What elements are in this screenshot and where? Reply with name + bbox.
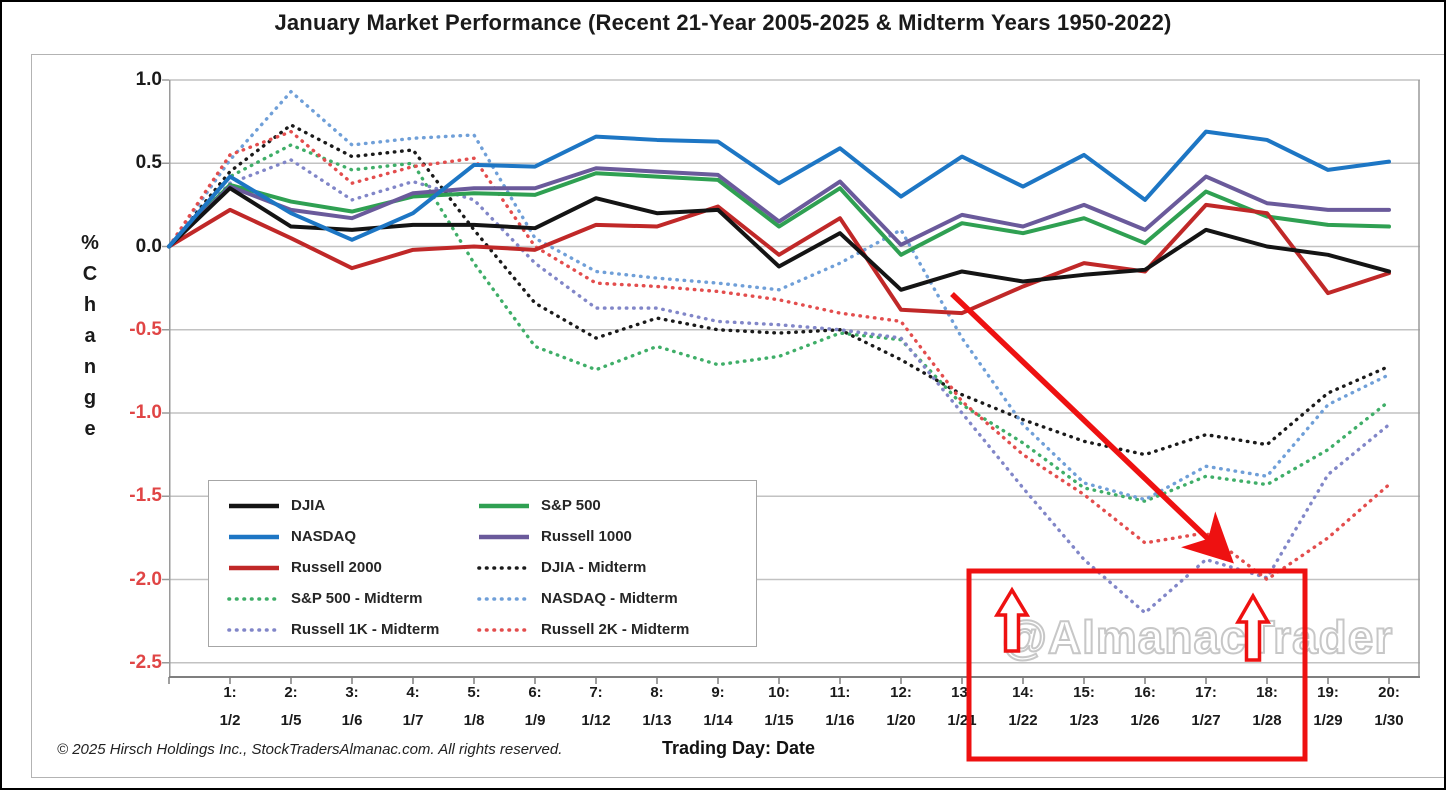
x-tick-label: 1/15 xyxy=(764,712,794,729)
legend-entry: Russell 2K - Midterm xyxy=(477,621,727,638)
x-tick-label: 1/21 xyxy=(947,712,977,729)
x-tick-label: 1/2 xyxy=(219,712,241,729)
x-tick-label: 12: xyxy=(890,684,912,701)
x-tick-label: 1/28 xyxy=(1252,712,1282,729)
x-tick-label: 1/27 xyxy=(1191,712,1221,729)
series-djia-midterm xyxy=(167,123,1391,457)
x-tick-label: 1: xyxy=(223,684,237,701)
series-nasdaq xyxy=(167,129,1391,249)
legend-swatch-dotted xyxy=(477,596,531,601)
x-axis-title: Trading Day: Date xyxy=(662,738,816,758)
watermark-text: @AlmanacTrader xyxy=(1001,610,1394,664)
legend-label: Russell 2000 xyxy=(291,559,382,576)
legend-box: DJIA S&P 500 NASDAQ Russell 1000 Russell 200… xyxy=(208,480,757,647)
legend-entry: NASDAQ - Midterm xyxy=(477,590,727,607)
x-tick-label: 1/14 xyxy=(703,712,733,729)
x-tick-label: 1/29 xyxy=(1313,712,1343,729)
x-tick-label: 1/16 xyxy=(825,712,855,729)
series-s-p-500 xyxy=(167,171,1391,257)
x-tick-label: 7: xyxy=(589,684,603,701)
x-tick-label: 18: xyxy=(1256,684,1278,701)
x-tick-label: 14: xyxy=(1012,684,1034,701)
x-tick-label: 1/5 xyxy=(280,712,302,729)
x-tick-label: 1/7 xyxy=(402,712,424,729)
y-tick-label: -0.5 xyxy=(129,318,162,340)
legend-entry: DJIA xyxy=(227,497,477,514)
legend-label: NASDAQ - Midterm xyxy=(541,590,678,607)
legend-label: NASDAQ xyxy=(291,528,357,545)
series-nasdaq-midterm xyxy=(167,89,1391,502)
x-tick-label: 11: xyxy=(829,684,851,701)
legend-swatch-solid xyxy=(229,503,279,508)
x-tick-label: 9: xyxy=(711,684,725,701)
x-tick-label: 10: xyxy=(768,684,790,701)
legend-swatch-dotted xyxy=(477,565,531,570)
legend-entry: Russell 1K - Midterm xyxy=(227,621,477,638)
x-tick-label: 1/12 xyxy=(581,712,611,729)
x-tick-label: 17: xyxy=(1195,684,1217,701)
x-tick-label: 1/13 xyxy=(642,712,672,729)
legend-entry: Russell 1000 xyxy=(477,528,727,545)
series-russell-2000 xyxy=(167,202,1391,316)
legend-entry: DJIA - Midterm xyxy=(477,559,727,576)
legend-label: Russell 2K - Midterm xyxy=(541,621,690,638)
legend-swatch-solid xyxy=(229,534,279,539)
legend-label: Russell 1000 xyxy=(541,528,632,545)
x-tick-label: 6: xyxy=(528,684,542,701)
legend-swatch-solid xyxy=(229,565,279,570)
legend-swatch-dotted xyxy=(227,627,281,632)
chart-title: January Market Performance (Recent 21-Ye… xyxy=(274,10,1172,35)
x-tick-label: 20: xyxy=(1378,684,1400,701)
y-tick-label: 0.0 xyxy=(135,235,162,257)
x-tick-label: 5: xyxy=(467,684,481,701)
x-tick-label: 1/9 xyxy=(524,712,546,729)
y-tick-label: -1.5 xyxy=(129,485,162,507)
legend-swatch-dotted xyxy=(477,627,531,632)
legend-label: DJIA xyxy=(291,497,326,514)
x-tick-label: 1/30 xyxy=(1374,712,1404,729)
y-tick-label: 0.5 xyxy=(135,152,162,174)
legend-label: DJIA - Midterm xyxy=(541,559,647,576)
x-tick-label: 1/26 xyxy=(1130,712,1160,729)
x-tick-label: 2: xyxy=(284,684,298,701)
legend-label: S&P 500 xyxy=(541,497,601,514)
x-tick-label: 19: xyxy=(1317,684,1339,701)
legend-swatch-solid xyxy=(479,503,529,508)
x-tick-label: 1/6 xyxy=(341,712,363,729)
legend-entry: S&P 500 - Midterm xyxy=(227,590,477,607)
x-tick-label: 3: xyxy=(345,684,359,701)
legend-entry: S&P 500 xyxy=(477,497,727,514)
y-tick-label: -2.5 xyxy=(129,651,162,673)
x-tick-label: 4: xyxy=(406,684,420,701)
x-tick-label: 13: xyxy=(951,684,973,701)
copyright-text: © 2025 Hirsch Holdings Inc., StockTrader… xyxy=(57,741,563,758)
y-tick-label: -2.0 xyxy=(129,568,162,590)
legend-entry: Russell 2000 xyxy=(227,559,477,576)
x-tick-label: 16: xyxy=(1134,684,1156,701)
legend-entry: NASDAQ xyxy=(227,528,477,545)
x-tick-label: 1/22 xyxy=(1008,712,1038,729)
y-tick-label: 1.0 xyxy=(135,69,162,90)
legend-swatch-dotted xyxy=(227,596,281,601)
series-russell-1000 xyxy=(167,166,1391,249)
legend-label: S&P 500 - Midterm xyxy=(291,590,423,607)
series-djia xyxy=(167,186,1391,292)
x-tick-label: 8: xyxy=(650,684,664,701)
x-tick-label: 1/23 xyxy=(1069,712,1099,729)
x-tick-label: 1/8 xyxy=(463,712,485,729)
legend-label: Russell 1K - Midterm xyxy=(291,621,440,638)
x-tick-label: 15: xyxy=(1073,684,1095,701)
x-tick-label: 1/20 xyxy=(886,712,916,729)
y-tick-label: -1.0 xyxy=(129,402,162,423)
legend-swatch-solid xyxy=(479,534,529,539)
